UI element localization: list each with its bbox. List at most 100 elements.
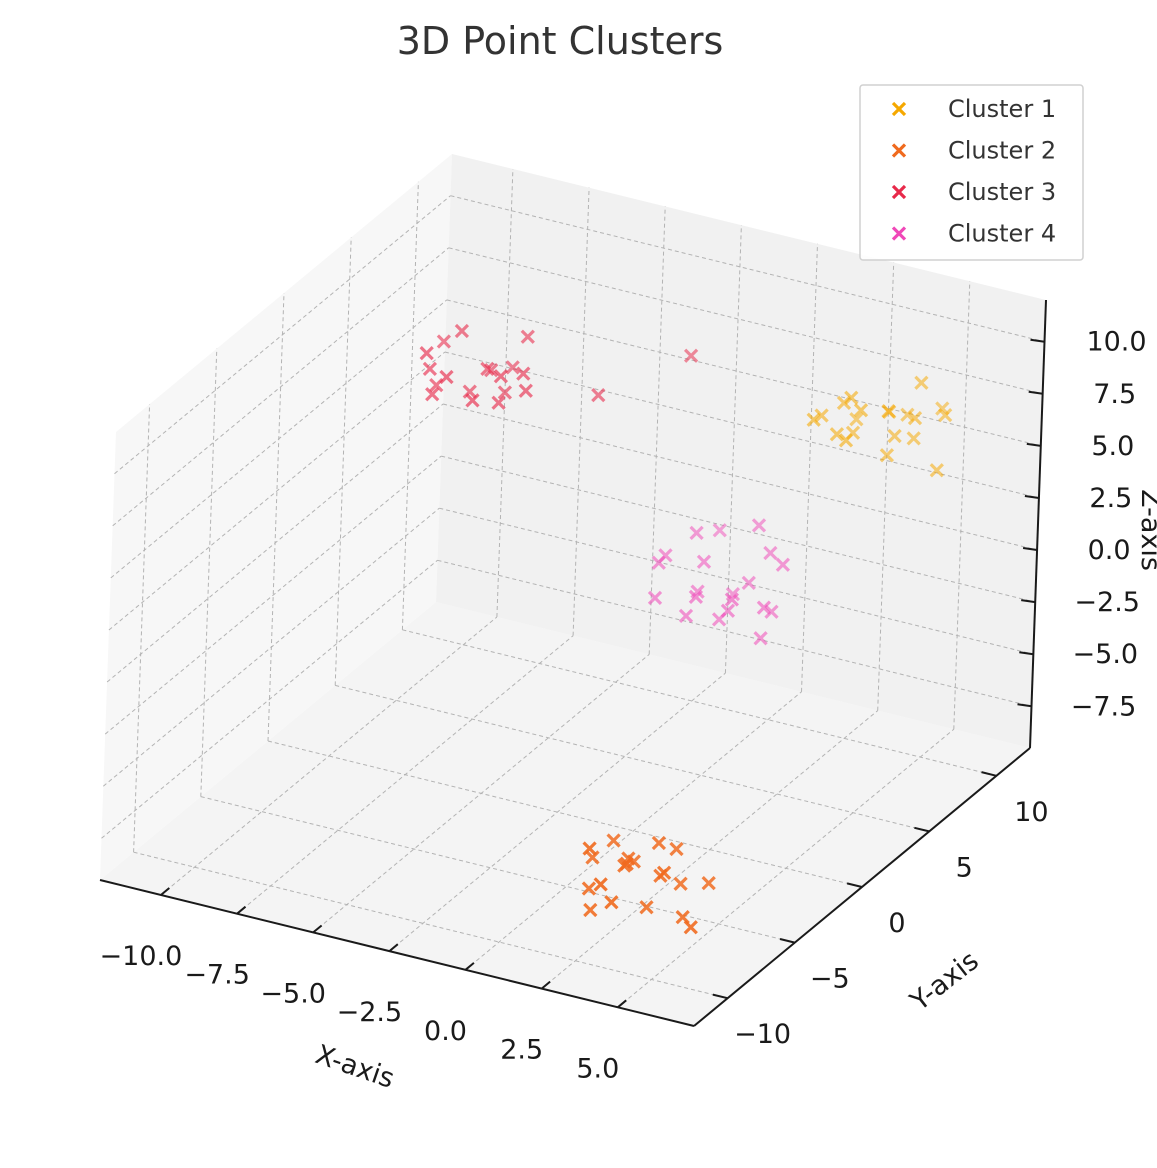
point-cluster-1 [938,407,953,423]
y-tick-mark [914,826,930,833]
point-cluster-2 [581,881,597,896]
point-cluster-1 [929,463,944,478]
point-cluster-4 [741,575,756,591]
point-cluster-2 [651,835,667,851]
point-cluster-4 [775,557,791,572]
point-cluster-2 [673,876,688,891]
point-cluster-2 [683,920,698,935]
gridline-y-left [267,292,285,742]
x-tick-mark [464,962,475,971]
gridline-z-back [448,247,1043,395]
gridline-z-back [442,403,1038,551]
point-cluster-3 [465,393,480,408]
point-cluster-4 [764,604,779,619]
point-cluster-1 [806,412,821,427]
x-tick-label: 2.5 [500,1035,543,1066]
point-cluster-3 [516,366,531,381]
x-tick-mark [541,980,551,990]
gridline-z-left [112,247,450,527]
point-cluster-3 [493,369,509,384]
point-cluster-4 [696,554,712,569]
z-axis-line [1029,299,1047,749]
z-tick-mark [1030,338,1045,343]
y-tick-label: 5 [956,852,973,883]
point-cluster-3 [419,345,434,361]
legend-box [859,84,1084,261]
gridline-z-back [437,559,1032,707]
z-tick-label: 7.5 [1093,379,1136,410]
point-cluster-1 [849,412,864,427]
point-cluster-3 [436,334,452,349]
point-cluster-1 [887,428,902,444]
z-tick-mark [1021,599,1036,604]
legend-marker [891,226,907,241]
legend-label: Cluster 3 [948,178,1056,206]
point-cluster-4 [688,589,704,605]
point-cluster-2 [619,856,634,871]
gridline-x-back [801,243,818,692]
gridline-z-back [444,351,1040,499]
point-cluster-3 [683,348,699,363]
point-cluster-4 [651,555,666,570]
gridline-x-floor [389,672,726,952]
gridline-y-floor [200,796,795,944]
point-cluster-3 [439,369,454,385]
axis-edges: −10.0−7.5−5.0−2.50.02.55.0−10−50510−7.5−… [100,299,1147,1084]
gridline-z-left [102,507,440,787]
z-tick-mark [1019,651,1034,656]
gridline-z-back [441,455,1036,603]
floor-pane [100,602,1030,1026]
point-cluster-2 [701,875,716,891]
point-cluster-3 [520,329,535,344]
y-tick-label: −5 [810,964,850,995]
gridline-z-left [114,195,451,475]
gridline-x-floor [541,710,879,989]
gridline-y-left [334,237,352,686]
gridline-y-floor [335,684,930,832]
legend-marker [891,101,907,117]
z-tick-label: −7.5 [1071,691,1137,722]
z-tick-mark [1026,442,1041,447]
data-points [419,323,953,935]
x-tick-mark [312,924,323,934]
x-tick-label: 5.0 [576,1053,619,1084]
legend-label: Cluster 1 [948,95,1056,123]
point-cluster-1 [906,431,921,446]
y-tick-label: 0 [888,908,905,939]
point-cluster-1 [844,390,859,405]
point-cluster-3 [425,387,440,402]
point-cluster-2 [639,900,654,915]
chart-title: 3D Point Clusters [397,19,724,63]
point-cluster-4 [724,592,740,607]
x-tick-mark [617,999,627,1009]
point-cluster-1 [881,403,896,419]
gridline-z-back [439,507,1034,655]
gridline-z-left [108,351,446,631]
point-cluster-2 [593,877,608,892]
gridline-y-left [200,348,218,797]
legend-marker [891,143,907,158]
gridline-z-back [446,299,1041,447]
point-cluster-2 [656,865,672,880]
point-cluster-2 [583,902,598,918]
point-cluster-1 [914,375,929,390]
y-tick-mark [712,993,728,1000]
z-tick-mark [1017,703,1032,708]
z-tick-label: 2.5 [1089,483,1132,514]
z-tick-mark [1028,390,1043,395]
z-tick-label: −2.5 [1074,587,1140,618]
axis-panes [100,154,1046,1026]
point-cluster-4 [678,608,694,624]
y-tick-mark [846,882,863,888]
legend-marker [891,184,907,200]
y-tick-mark [779,938,796,944]
point-cluster-1 [814,408,829,423]
gridline-z-left [106,403,444,683]
point-cluster-4 [647,590,663,606]
gridline-y-left [133,404,151,853]
point-cluster-2 [669,841,684,857]
point-cluster-3 [518,383,533,398]
point-cluster-4 [720,603,736,618]
y-tick-label: −10 [734,1019,791,1050]
